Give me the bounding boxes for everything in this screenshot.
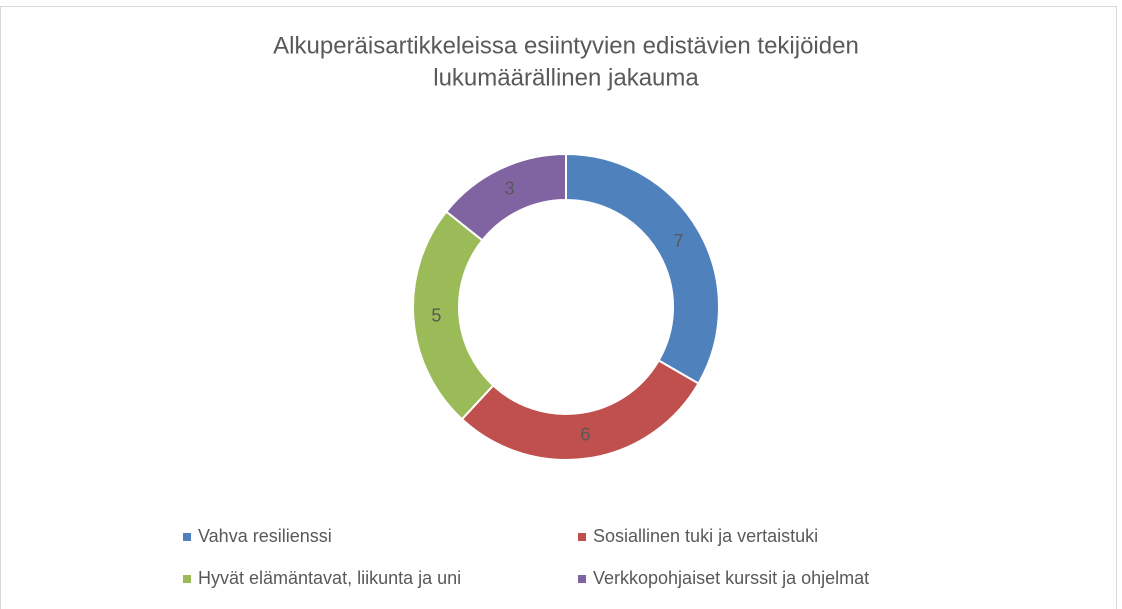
legend-label: Hyvät elämäntavat, liikunta ja uni <box>198 568 461 588</box>
donut-segment <box>444 152 567 242</box>
donut-segment <box>565 152 720 385</box>
data-label: 5 <box>431 305 441 325</box>
data-label: 6 <box>580 424 590 444</box>
legend-swatch <box>578 575 586 583</box>
legend-swatch <box>578 533 586 541</box>
legend-label: Vahva resilienssi <box>198 526 332 546</box>
chart-title: Alkuperäisartikkeleissa esiintyvien edis… <box>273 32 859 59</box>
legend-swatch <box>183 575 191 583</box>
legend-label: Verkkopohjaiset kurssit ja ohjelmat <box>593 568 869 588</box>
chart-title: lukumäärällinen jakauma <box>433 64 699 91</box>
data-label: 7 <box>674 231 684 251</box>
legend-swatch <box>183 533 191 541</box>
data-label: 3 <box>505 179 515 199</box>
chart-border <box>0 6 1117 609</box>
legend-label: Sosiallinen tuki ja vertaistuki <box>593 526 818 546</box>
